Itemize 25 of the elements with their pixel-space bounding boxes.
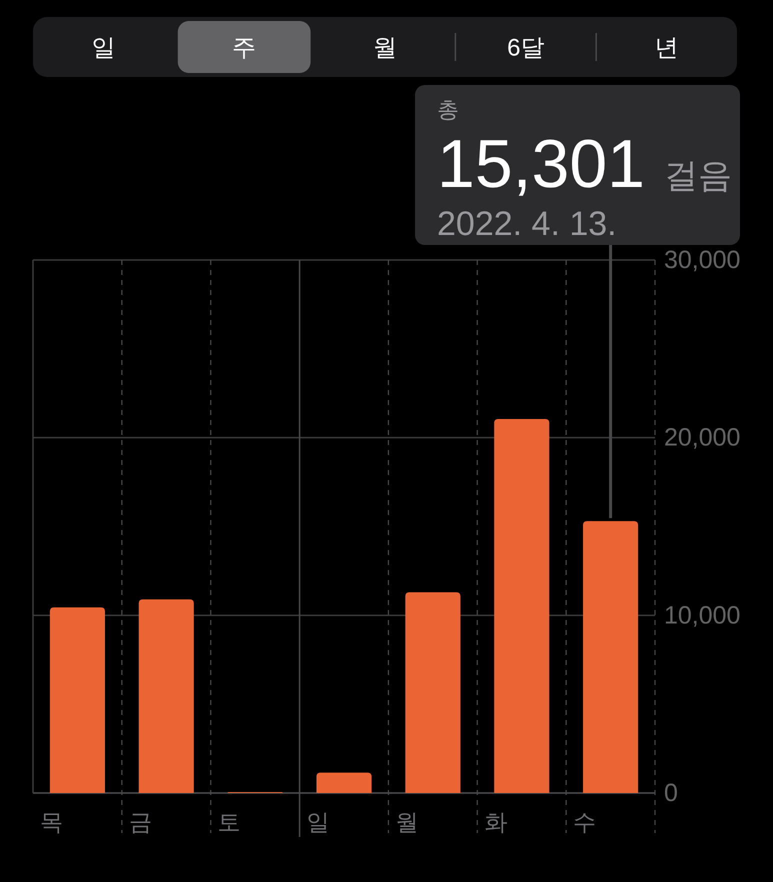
x-tick-label: 화	[484, 809, 508, 835]
y-tick-label: 10,000	[664, 601, 740, 630]
text: 월	[373, 34, 397, 62]
text: 총	[437, 97, 459, 122]
y-tick-label: 0	[664, 779, 678, 807]
x-tick-label: 수	[573, 809, 596, 835]
bar	[405, 592, 460, 793]
x-tick-label: 월	[395, 809, 418, 835]
bar	[138, 599, 194, 793]
bar	[316, 772, 372, 793]
text: 6달	[507, 34, 544, 62]
y-tick-label: 30,000	[664, 246, 740, 274]
text: 15,301 걸음	[437, 126, 732, 202]
bar	[50, 607, 105, 793]
text: 2022. 4. 13.	[437, 205, 617, 243]
bar	[494, 419, 550, 793]
x-tick-label: 금	[128, 809, 152, 835]
text: 주	[232, 34, 256, 62]
x-tick-label: 일	[306, 809, 330, 835]
x-tick-label: 토	[218, 809, 241, 835]
bar	[583, 521, 638, 793]
text: 년	[654, 34, 679, 62]
x-tick-label: 목	[40, 809, 63, 835]
text: 일	[91, 34, 116, 62]
y-tick-label: 20,000	[664, 424, 740, 452]
